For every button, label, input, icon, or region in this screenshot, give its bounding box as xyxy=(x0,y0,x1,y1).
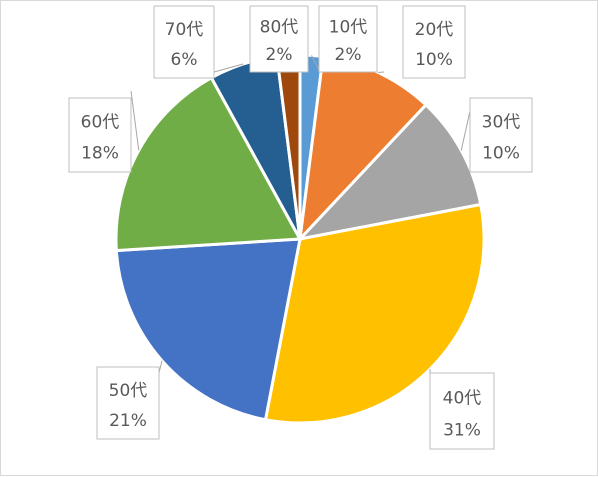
category-label: 20代 xyxy=(415,20,454,40)
category-label: 50代 xyxy=(109,381,148,401)
category-label: 10代 xyxy=(329,17,368,37)
leader-line-3 xyxy=(461,111,470,150)
data-label-3: 30代 10% xyxy=(470,98,532,172)
data-label-5: 50代 21% xyxy=(97,367,159,439)
percent-label: 10% xyxy=(482,144,520,164)
category-label: 70代 xyxy=(165,20,204,40)
data-label-6: 60代 18% xyxy=(69,98,131,172)
percent-label: 6% xyxy=(171,50,198,70)
data-label-7: 70代 6% xyxy=(154,6,214,78)
category-label: 80代 xyxy=(260,17,299,37)
pie-slices xyxy=(116,55,484,423)
data-label-2: 20代 10% xyxy=(403,6,465,78)
category-label: 40代 xyxy=(443,388,482,408)
percent-label: 21% xyxy=(109,411,147,431)
category-label: 30代 xyxy=(482,113,521,133)
data-label-4: 40代 31% xyxy=(430,373,494,449)
percent-label: 2% xyxy=(335,45,362,65)
percent-label: 31% xyxy=(443,420,481,440)
percent-label: 10% xyxy=(415,50,453,70)
percent-label: 18% xyxy=(81,144,119,164)
leader-line-2 xyxy=(378,72,384,73)
category-label: 60代 xyxy=(81,113,120,133)
percent-label: 2% xyxy=(266,45,293,65)
leader-line-6 xyxy=(131,91,139,150)
